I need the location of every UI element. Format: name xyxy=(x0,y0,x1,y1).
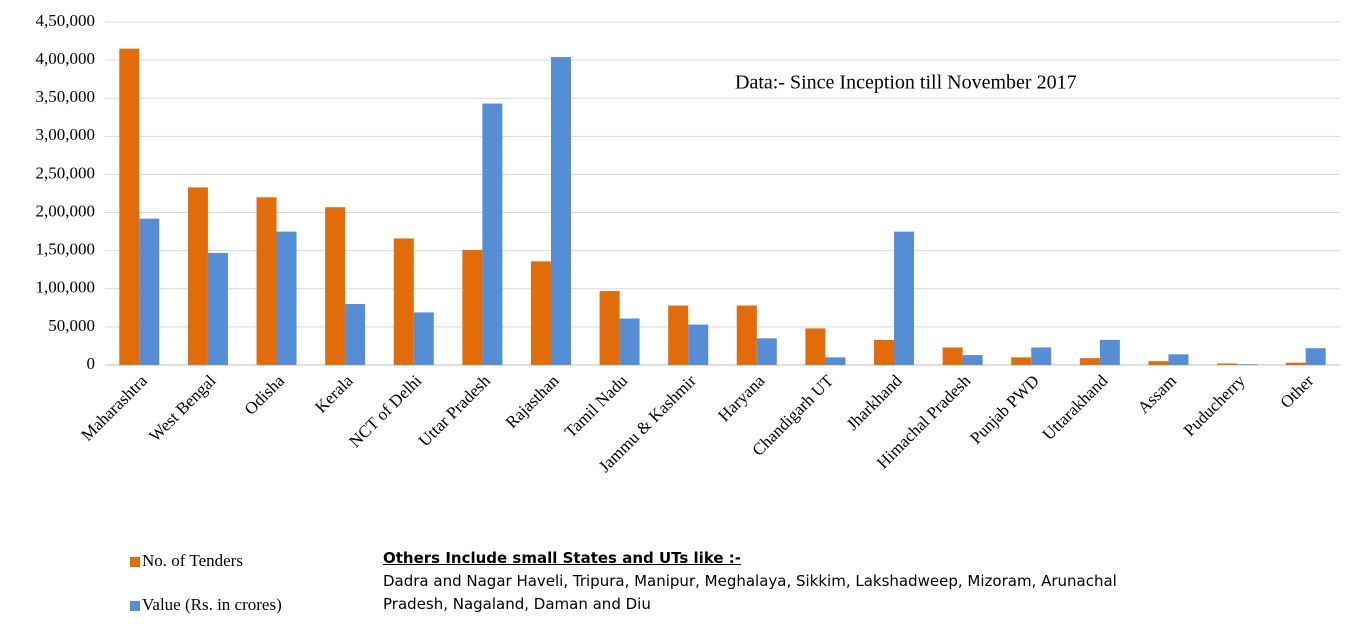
x-tick-label: Puducherry xyxy=(1180,371,1249,440)
bar xyxy=(462,249,483,365)
bar xyxy=(805,328,826,365)
y-tick-label: 50,000 xyxy=(48,316,95,335)
bar xyxy=(1305,348,1326,365)
bar xyxy=(530,261,551,365)
y-tick-label: 2,50,000 xyxy=(36,163,96,182)
bar xyxy=(325,207,346,365)
bar xyxy=(962,355,983,365)
x-tick-label: Rajasthan xyxy=(502,371,563,432)
legend-swatch xyxy=(130,557,140,567)
legend-label: No. of Tenders xyxy=(142,551,243,570)
bar xyxy=(413,312,434,365)
y-tick-label: 3,00,000 xyxy=(36,125,96,144)
bar xyxy=(119,48,140,366)
note-text: Dadra and Nagar Haveli, Tripura, Manipur… xyxy=(383,572,1117,613)
x-tick-label: Kerala xyxy=(311,371,357,417)
y-tick-label: 1,50,000 xyxy=(36,240,96,259)
bar xyxy=(1148,361,1169,365)
bar xyxy=(874,339,895,365)
bar xyxy=(756,338,777,365)
bar xyxy=(1237,364,1258,365)
y-tick-label: 4,00,000 xyxy=(36,49,96,68)
bar xyxy=(1217,363,1238,365)
bar xyxy=(1079,358,1100,365)
bar xyxy=(550,57,571,365)
bar xyxy=(482,103,503,366)
y-tick-label: 2,00,000 xyxy=(36,201,96,220)
x-tick-label: Other xyxy=(1276,371,1317,412)
bar xyxy=(207,252,228,365)
legend-swatch xyxy=(130,601,140,611)
x-tick-label: Jharkhand xyxy=(843,371,906,434)
x-tick-label: Punjab PWD xyxy=(966,371,1043,448)
legend-label: Value (Rs. in crores) xyxy=(142,595,282,614)
bar xyxy=(942,347,963,365)
x-tick-label: Odisha xyxy=(241,371,289,419)
bar xyxy=(668,305,689,365)
bar xyxy=(1099,339,1120,365)
x-tick-label: Uttar Pradesh xyxy=(415,371,495,451)
x-tick-label: Haryana xyxy=(714,371,768,425)
x-tick-label: Tamil Nadu xyxy=(561,371,632,442)
bar xyxy=(1031,347,1052,365)
bar xyxy=(187,187,208,365)
y-tick-label: 1,00,000 xyxy=(36,278,96,297)
bar xyxy=(393,238,414,365)
bar xyxy=(825,357,846,365)
y-tick-label: 3,50,000 xyxy=(36,87,96,106)
bar xyxy=(1285,362,1306,365)
y-tick-label: 4,50,000 xyxy=(36,11,96,30)
annotation: Data:- Since Inception till November 201… xyxy=(735,72,1077,94)
bar xyxy=(1168,354,1189,365)
bar xyxy=(894,231,915,365)
bar xyxy=(736,305,757,365)
note: Others Include small States and UTs like… xyxy=(383,547,1163,616)
x-tick-label: Maharashtra xyxy=(77,371,151,445)
x-tick-label: Assam xyxy=(1134,371,1180,417)
bar xyxy=(139,218,160,365)
bar xyxy=(599,291,620,365)
x-tick-label: Uttarakhand xyxy=(1039,371,1112,444)
x-tick-label: NCT of Delhi xyxy=(345,371,425,451)
bar xyxy=(619,318,640,365)
note-title: Others Include small States and UTs like… xyxy=(383,549,742,567)
x-tick-label: West Bengal xyxy=(145,371,219,445)
y-tick-label: 0 xyxy=(87,354,96,373)
bar xyxy=(276,231,297,365)
bar xyxy=(688,324,709,365)
bar xyxy=(1011,357,1032,365)
bar xyxy=(345,304,366,365)
bar xyxy=(256,197,277,365)
